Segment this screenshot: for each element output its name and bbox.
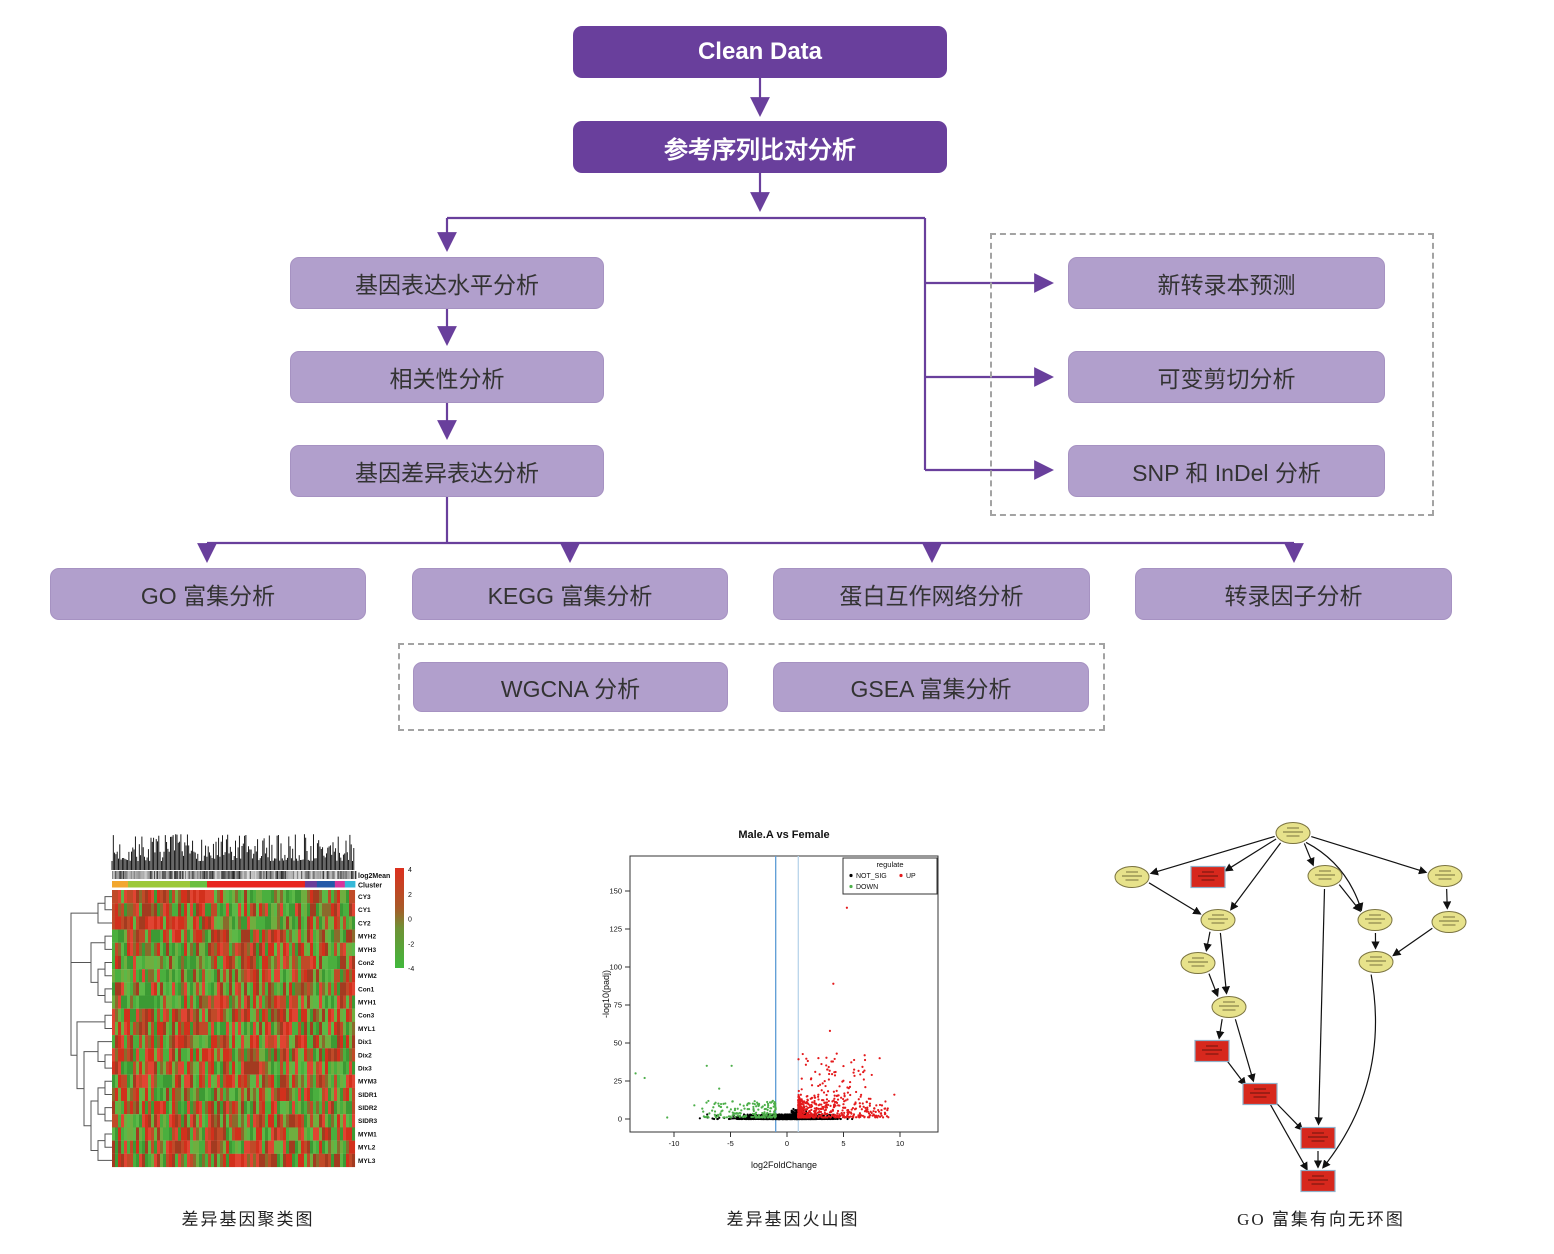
- svg-text:5: 5: [841, 1139, 845, 1148]
- svg-text:125: 125: [609, 925, 622, 934]
- svg-text:Dix3: Dix3: [358, 1065, 372, 1072]
- figure-caption-volcano: 差异基因火山图: [726, 1210, 860, 1229]
- volcano-figure: -10 -5 0 5 10 0 25 50 75 100 125 150 Male.A vs Femal…: [600, 818, 1000, 1186]
- node-gene-expression: 基因表达水平分析: [290, 257, 604, 309]
- figure-caption-go-dag: GO 富集有向无环图: [1237, 1210, 1405, 1229]
- svg-text:Con3: Con3: [358, 1013, 375, 1020]
- svg-text:4: 4: [408, 867, 412, 874]
- svg-text:CY2: CY2: [358, 920, 371, 927]
- svg-text:2: 2: [408, 892, 412, 899]
- svg-text:-10: -10: [669, 1139, 680, 1148]
- node-correlation: 相关性分析: [290, 351, 604, 403]
- svg-text:MYL3: MYL3: [358, 1158, 376, 1165]
- node-ref-alignment: 参考序列比对分析: [573, 121, 947, 173]
- svg-text:MYH2: MYH2: [358, 934, 376, 941]
- svg-text:SIDR3: SIDR3: [358, 1118, 378, 1125]
- svg-text:Male.A vs Female: Male.A vs Female: [738, 829, 829, 841]
- svg-text:MYL1: MYL1: [358, 1026, 376, 1033]
- optional-enrichment-group: [398, 643, 1105, 731]
- heatmap-figure: CY3 CY1 CY2 MYH2 MYH3 Con2 MYM2 Con1 MYH1 Con3 MYL…: [65, 818, 425, 1178]
- node-wgcna: WGCNA 分析: [413, 662, 728, 712]
- svg-text:100: 100: [609, 963, 622, 972]
- go-dag-figure: [1085, 815, 1545, 1200]
- svg-text:25: 25: [614, 1077, 622, 1086]
- svg-text:log2Mean: log2Mean: [358, 873, 390, 880]
- svg-text:75: 75: [614, 1001, 622, 1010]
- svg-text:150: 150: [609, 887, 622, 896]
- svg-text:MYH1: MYH1: [358, 1000, 376, 1007]
- svg-text:-log10(padj): -log10(padj): [601, 970, 611, 1018]
- svg-text:10: 10: [896, 1139, 904, 1148]
- node-gsea: GSEA 富集分析: [773, 662, 1089, 712]
- svg-text:0: 0: [618, 1115, 622, 1124]
- structural-analyses-group: [990, 233, 1434, 516]
- node-kegg-enrichment: KEGG 富集分析: [412, 568, 728, 620]
- svg-text:-5: -5: [727, 1139, 734, 1148]
- svg-text:DOWN: DOWN: [856, 884, 878, 891]
- node-tf-analysis: 转录因子分析: [1135, 568, 1452, 620]
- node-diff-expression: 基因差异表达分析: [290, 445, 604, 497]
- svg-text:Cluster: Cluster: [358, 883, 382, 890]
- node-go-enrichment: GO 富集分析: [50, 568, 366, 620]
- svg-text:SIDR2: SIDR2: [358, 1105, 378, 1112]
- svg-text:Dix1: Dix1: [358, 1039, 372, 1046]
- svg-text:NOT_SIG: NOT_SIG: [856, 873, 887, 880]
- svg-text:regulate: regulate: [876, 860, 903, 869]
- svg-text:SIDR1: SIDR1: [358, 1092, 378, 1099]
- svg-text:50: 50: [614, 1039, 622, 1048]
- svg-text:0: 0: [408, 917, 412, 924]
- svg-text:Con2: Con2: [358, 960, 375, 967]
- svg-text:-4: -4: [408, 966, 414, 973]
- svg-text:log2FoldChange: log2FoldChange: [751, 1160, 817, 1170]
- svg-text:CY1: CY1: [358, 907, 371, 914]
- svg-text:Con1: Con1: [358, 986, 375, 993]
- node-novel-transcript: 新转录本预测: [1068, 257, 1385, 309]
- svg-text:MYM1: MYM1: [358, 1131, 377, 1138]
- node-ppi-network: 蛋白互作网络分析: [773, 568, 1090, 620]
- svg-text:MYM2: MYM2: [358, 973, 377, 980]
- svg-text:0: 0: [785, 1139, 789, 1148]
- svg-text:UP: UP: [906, 873, 916, 880]
- svg-text:MYL2: MYL2: [358, 1145, 376, 1152]
- svg-text:MYM3: MYM3: [358, 1079, 377, 1086]
- svg-text:CY3: CY3: [358, 894, 371, 901]
- node-clean-data: Clean Data: [573, 26, 947, 78]
- svg-text:Dix2: Dix2: [358, 1052, 372, 1059]
- figure-caption-heatmap: 差异基因聚类图: [181, 1210, 315, 1229]
- node-alt-splicing: 可变剪切分析: [1068, 351, 1385, 403]
- node-snp-indel: SNP 和 InDel 分析: [1068, 445, 1385, 497]
- svg-text:MYH3: MYH3: [358, 947, 376, 954]
- svg-text:-2: -2: [408, 941, 414, 948]
